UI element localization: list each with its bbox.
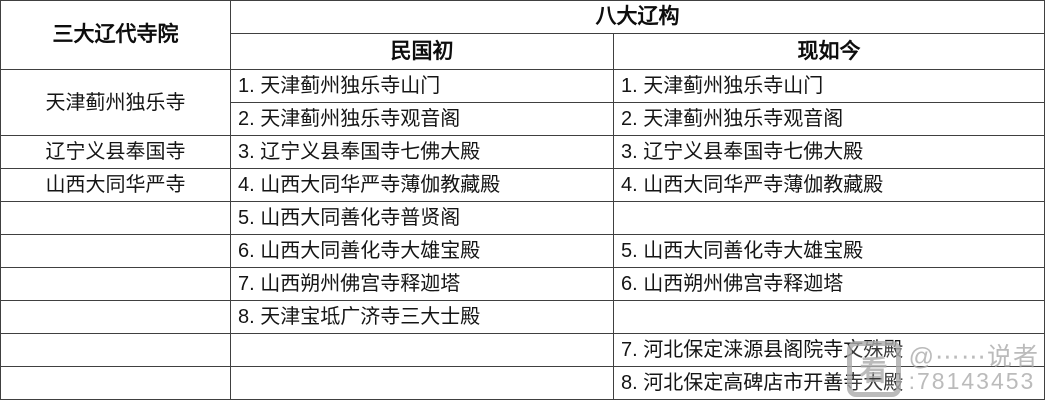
- subheader-now-cell: 现如今: [613, 33, 1045, 70]
- temple-group-dulesi-cell: 天津蓟州独乐寺: [0, 69, 231, 136]
- now-cell: 8. 河北保定高碑店市开善寺大殿: [613, 366, 1045, 400]
- now-cell: 4. 山西大同华严寺薄伽教藏殿: [613, 168, 1045, 202]
- header-row-2: 民国初 现如今: [1, 33, 1045, 70]
- now-cell: 7. 河北保定涞源县阁院寺文殊殿: [613, 333, 1045, 367]
- now-cell: 6. 山西朔州佛宫寺释迦塔: [613, 267, 1045, 301]
- empty-cell: [0, 300, 231, 334]
- empty-cell: [0, 366, 231, 400]
- table-row: 7. 山西朔州佛宫寺释迦塔 6. 山西朔州佛宫寺释迦塔: [0, 267, 1045, 301]
- temple-group-fengguosi-cell: 辽宁义县奉国寺: [0, 135, 231, 169]
- empty-cell: [0, 234, 231, 268]
- minguo-cell: 8. 天津宝坻广济寺三大士殿: [230, 300, 614, 334]
- now-cell: 2. 天津蓟州独乐寺观音阁: [613, 102, 1045, 136]
- minguo-cell: 5. 山西大同善化寺普贤阁: [230, 201, 614, 235]
- empty-cell: [0, 267, 231, 301]
- minguo-cell: 6. 山西大同善化寺大雄宝殿: [230, 234, 614, 268]
- minguo-cell: [230, 333, 614, 367]
- table-row: 2. 天津蓟州独乐寺观音阁 2. 天津蓟州独乐寺观音阁: [1, 102, 1045, 136]
- empty-cell: [0, 333, 231, 367]
- span-header-cell: 八大辽构: [230, 0, 1045, 34]
- now-cell: [613, 201, 1045, 235]
- table-row: 天津蓟州独乐寺 1. 天津蓟州独乐寺山门 1. 天津蓟州独乐寺山门: [0, 69, 1045, 136]
- empty-cell: [0, 201, 231, 235]
- header-row-1: 三大辽代寺院 八大辽构: [0, 0, 1045, 70]
- table-row: 山西大同华严寺 4. 山西大同华严寺薄伽教藏殿 4. 山西大同华严寺薄伽教藏殿: [0, 168, 1045, 202]
- minguo-cell: 4. 山西大同华严寺薄伽教藏殿: [230, 168, 614, 202]
- minguo-cell: 3. 辽宁义县奉国寺七佛大殿: [230, 135, 614, 169]
- minguo-cell: 2. 天津蓟州独乐寺观音阁: [230, 102, 614, 136]
- table-row: 辽宁义县奉国寺 3. 辽宁义县奉国寺七佛大殿 3. 辽宁义县奉国寺七佛大殿: [0, 135, 1045, 169]
- now-cell: 3. 辽宁义县奉国寺七佛大殿: [613, 135, 1045, 169]
- table-row: 8. 河北保定高碑店市开善寺大殿: [0, 366, 1045, 400]
- minguo-cell: 7. 山西朔州佛宫寺释迦塔: [230, 267, 614, 301]
- minguo-cell: 1. 天津蓟州独乐寺山门: [230, 69, 614, 103]
- now-cell: 5. 山西大同善化寺大雄宝殿: [613, 234, 1045, 268]
- now-cell: 1. 天津蓟州独乐寺山门: [613, 69, 1045, 103]
- table-row: 6. 山西大同善化寺大雄宝殿 5. 山西大同善化寺大雄宝殿: [0, 234, 1045, 268]
- table-row: 7. 河北保定涞源县阁院寺文殊殿: [0, 333, 1045, 367]
- subheader-minguo-cell: 民国初: [230, 33, 614, 70]
- corner-header-cell: 三大辽代寺院: [0, 0, 231, 70]
- temple-group-huayansi-cell: 山西大同华严寺: [0, 168, 231, 202]
- table-row: 5. 山西大同善化寺普贤阁: [0, 201, 1045, 235]
- now-cell: [613, 300, 1045, 334]
- minguo-cell: [230, 366, 614, 400]
- table-row: 8. 天津宝坻广济寺三大士殿: [0, 300, 1045, 334]
